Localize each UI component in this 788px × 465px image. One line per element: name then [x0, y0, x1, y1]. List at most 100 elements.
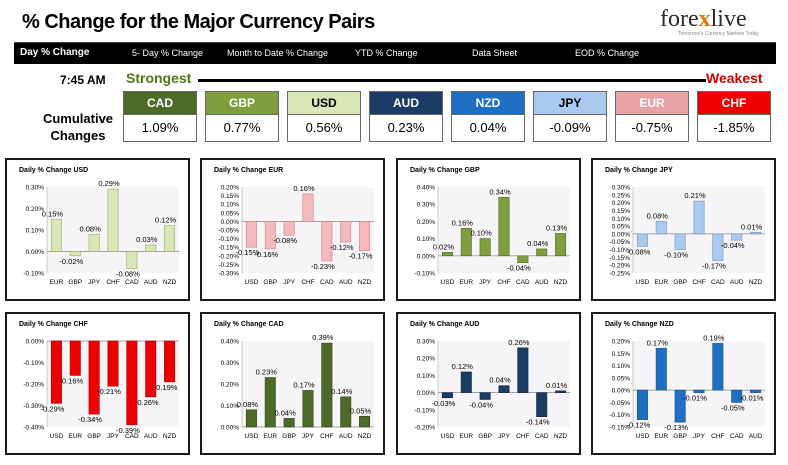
cumulative-label-line1: Cumulative: [42, 111, 114, 126]
y-tick-label: 0.15%: [612, 351, 631, 358]
nav-eod-change[interactable]: EOD % Change: [575, 48, 640, 58]
y-tick-label: 0.20%: [417, 219, 436, 226]
bar: [107, 188, 119, 252]
data-label: -0.08%: [627, 247, 651, 256]
y-tick-label: 0.10%: [26, 228, 45, 235]
x-tick-label: USD: [441, 279, 455, 286]
y-tick-label: -0.25%: [609, 271, 630, 278]
y-tick-label: 0.15%: [221, 193, 240, 200]
bar: [69, 340, 81, 376]
y-tick-label: 0.30%: [612, 185, 631, 192]
data-label: 0.01%: [741, 222, 763, 231]
bar: [321, 221, 333, 262]
logo-prefix: fore: [660, 6, 699, 32]
x-tick-label: CHF: [301, 279, 314, 286]
page-title: % Change for the Major Currency Pairs: [22, 11, 375, 33]
x-tick-label: AUD: [339, 279, 353, 286]
bar: [441, 392, 453, 399]
bar: [359, 415, 371, 428]
plot-area: [633, 341, 765, 427]
logo-x: x: [698, 6, 711, 32]
chart-title: Daily % Change NZD: [605, 321, 674, 328]
x-tick-label: CHF: [692, 279, 705, 286]
nav-month-to-date-change[interactable]: Month to Date % Change: [227, 48, 329, 58]
bar: [536, 248, 548, 257]
y-tick-label: 0.30%: [26, 185, 45, 192]
chart-panel-cad: Daily % Change CAD 0.40% 0.30% 0.20% 0.10% 0.…: [200, 312, 385, 455]
nav-5-day-change[interactable]: 5- Day % Change: [132, 48, 204, 58]
bar: [164, 225, 176, 252]
x-tick-label: CHF: [711, 433, 724, 440]
y-tick-label: 0.20%: [221, 382, 240, 389]
chart-title: Daily % Change GBP: [410, 167, 480, 174]
currency-value-chf: -1.85%: [697, 115, 771, 142]
data-label: 0.34%: [489, 187, 511, 196]
data-label: 0.17%: [293, 380, 315, 389]
data-label: -0.03%: [432, 399, 456, 408]
data-label: 0.04%: [489, 376, 511, 385]
y-tick-label: -0.25%: [218, 262, 239, 269]
x-tick-label: GBP: [478, 433, 492, 440]
x-tick-label: JPY: [107, 433, 120, 440]
bar: [693, 389, 705, 393]
bar: [555, 233, 567, 257]
currency-header-aud: AUD: [369, 91, 443, 115]
data-label: 0.01%: [546, 381, 568, 390]
y-tick-label: -0.15%: [609, 425, 630, 432]
data-label: -0.04%: [507, 264, 531, 273]
chart-title: Daily % Change CAD: [214, 321, 284, 328]
bar: [693, 200, 705, 235]
currency-value-aud: 0.23%: [369, 115, 443, 142]
bar: [479, 392, 491, 400]
y-tick-label: -0.10%: [414, 407, 435, 414]
x-tick-label: EUR: [459, 433, 473, 440]
nav-ytd-change[interactable]: YTD % Change: [355, 48, 418, 58]
data-label: 0.26%: [508, 338, 530, 347]
currency-value-gbp: 0.77%: [205, 115, 279, 142]
cumulative-changes-label: Cumulative Changes: [40, 110, 116, 144]
currency-header-usd: USD: [287, 91, 361, 115]
nav-data-sheet[interactable]: Data Sheet: [472, 48, 518, 58]
nav-day-change[interactable]: Day % Change: [20, 47, 90, 58]
y-tick-label: 0.40%: [221, 339, 240, 346]
bar: [340, 221, 352, 243]
y-tick-label: 0.10%: [612, 216, 631, 223]
data-label: 0.16%: [293, 184, 315, 193]
y-tick-label: 0.00%: [417, 253, 436, 260]
currency-header-jpy: JPY: [533, 91, 607, 115]
data-label: -0.14%: [526, 418, 550, 427]
strongest-label: Strongest: [126, 70, 192, 86]
bar: [517, 255, 529, 263]
x-tick-label: USD: [636, 433, 650, 440]
chart-aud: 0.30% 0.20% 0.10% 0.00% -0.10% -0.20% -0.03% US…: [414, 338, 570, 440]
currency-value-cad: 1.09%: [123, 115, 197, 142]
y-tick-label: -0.10%: [609, 412, 630, 419]
x-tick-label: JPY: [693, 433, 706, 440]
bar: [731, 389, 743, 403]
bar: [536, 392, 548, 417]
data-label: -0.39%: [116, 426, 140, 435]
bar: [283, 418, 295, 428]
chart-panel-eur: Daily % Change EUR 0.20% 0.15% 0.10% 0.05% 0.…: [200, 158, 385, 301]
chart-jpy: 0.30%0.25%0.20%0.15%0.10%0.05%0.00%-0.05…: [609, 185, 765, 286]
bar: [321, 342, 333, 428]
x-tick-label: AUD: [730, 279, 744, 286]
data-label: -0.17%: [349, 252, 373, 261]
x-tick-label: CHF: [320, 433, 333, 440]
forexlive-logo[interactable]: forexlive Tomorrow's Currency Markets To…: [660, 6, 778, 38]
y-tick-label: 0.00%: [221, 219, 240, 226]
bar: [264, 221, 276, 250]
x-tick-label: CAD: [711, 279, 725, 286]
y-tick-label: 0.10%: [221, 403, 240, 410]
bar: [302, 193, 314, 222]
data-label: -0.23%: [311, 262, 335, 271]
bar: [264, 377, 276, 428]
x-tick-label: GBP: [68, 279, 82, 286]
y-tick-label: 0.30%: [417, 339, 436, 346]
x-tick-label: EUR: [50, 279, 64, 286]
y-tick-label: 0.00%: [221, 425, 240, 432]
data-label: 0.39%: [312, 333, 334, 342]
data-label: 0.19%: [703, 333, 725, 342]
x-tick-label: NZD: [358, 279, 372, 286]
x-tick-label: CHF: [516, 433, 529, 440]
